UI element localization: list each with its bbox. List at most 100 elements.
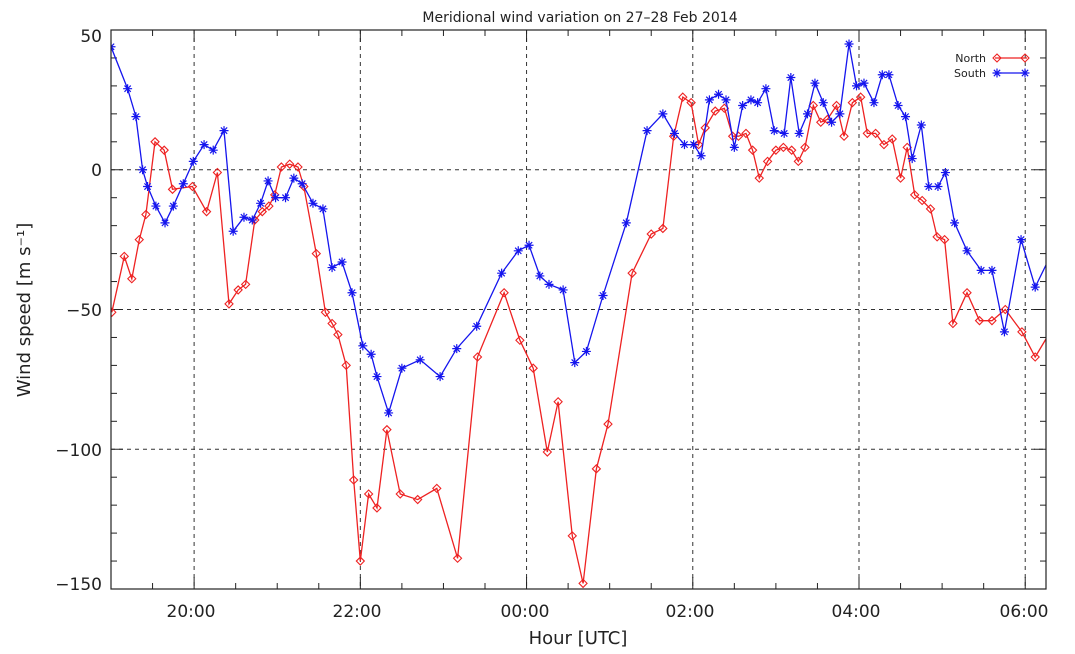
data-point-south (884, 70, 894, 80)
data-point-north (925, 204, 936, 214)
data-point-north (693, 139, 704, 150)
data-point-south (337, 257, 347, 267)
data-point-south (239, 212, 249, 222)
data-point-north (747, 145, 758, 155)
data-point-north (1017, 327, 1027, 337)
data-point-south (208, 145, 218, 155)
data-point-south (452, 344, 462, 354)
data-point-north (159, 145, 169, 155)
data-point-north (187, 181, 198, 192)
grid-lines (111, 30, 1046, 589)
data-point-south (372, 372, 382, 382)
x-tick-label-2000: 20:00 (167, 602, 216, 622)
data-point-north (134, 234, 145, 245)
data-point-north (264, 201, 274, 211)
data-point-south (704, 95, 714, 105)
data-point-north (348, 475, 359, 485)
data-point-north (603, 419, 613, 429)
data-point-south (658, 109, 668, 119)
data-point-north (786, 145, 797, 155)
data-point-south (598, 291, 608, 301)
y-tick-label-0: 0 (91, 161, 102, 181)
data-point-south (397, 363, 407, 373)
data-point-north (257, 206, 268, 217)
plot-frame (110, 29, 1047, 590)
data-point-south (714, 89, 724, 99)
data-point-south (281, 193, 291, 203)
data-point-south (472, 321, 482, 331)
data-point-north (658, 223, 668, 234)
data-point-north (320, 307, 331, 318)
data-point-north (224, 299, 234, 309)
data-point-south (844, 39, 854, 49)
legend-swatches (992, 53, 1030, 78)
data-point-south (219, 126, 229, 136)
legend-label-north: North (955, 52, 986, 65)
data-point-north (793, 156, 804, 167)
data-point-north (909, 190, 920, 200)
data-point-south (769, 126, 779, 136)
data-point-south (950, 218, 960, 228)
data-point-north (1071, 325, 1075, 333)
data-point-south (933, 182, 943, 192)
data-point-north (987, 315, 997, 326)
data-point-north (499, 287, 509, 298)
data-point-south (999, 327, 1009, 337)
data-point-south (669, 128, 679, 138)
data-point-south (289, 173, 299, 183)
data-point-south (178, 179, 188, 189)
data-point-south (779, 128, 789, 138)
data-point-north (678, 92, 688, 102)
data-point-north (372, 503, 382, 513)
data-point-north (141, 209, 151, 220)
data-point-south (358, 341, 368, 351)
data-point-south (1045, 255, 1046, 257)
x-tick-label-0600: 06:00 (1000, 602, 1049, 622)
data-point-north (293, 162, 303, 172)
data-point-south (621, 218, 631, 228)
data-point-south (901, 112, 911, 122)
data-point-north (240, 279, 251, 290)
x-tick-labels: 20:00 22:00 00:00 02:00 04:00 06:00 (167, 602, 1049, 622)
data-point-south (524, 240, 534, 250)
data-point-south (347, 288, 357, 298)
legend-label-south: South (954, 67, 986, 80)
data-series (111, 39, 1075, 589)
y-tick-labels: 50 0 −50 −100 −150 (55, 27, 102, 595)
y-tick-label-minus150: −150 (55, 575, 102, 595)
data-point-north (355, 556, 366, 566)
x-tick-label-0000: 00:00 (501, 602, 550, 622)
data-point-south (869, 98, 879, 108)
legend-marker-north (1020, 53, 1030, 63)
data-point-south (721, 95, 731, 105)
data-point-south (581, 346, 591, 356)
data-point-north (870, 128, 881, 139)
data-point-north (167, 184, 178, 195)
chart-title: Meridional wind variation on 27–28 Feb 2… (422, 10, 737, 26)
data-point-north (1060, 328, 1068, 336)
data-point-north (111, 307, 117, 318)
data-point-north (627, 268, 637, 278)
data-point-north (432, 483, 442, 494)
data-point-north (733, 131, 744, 141)
data-point-south (327, 263, 337, 273)
data-point-south (1016, 235, 1026, 245)
data-point-south (415, 355, 425, 365)
data-point-north (932, 232, 942, 242)
y-axis-label: Wind speed [m s⁻¹] (14, 223, 35, 397)
data-point-north (412, 494, 423, 505)
x-tick-label-0400: 04:00 (832, 602, 881, 622)
data-point-south (263, 176, 273, 186)
data-point-south (794, 128, 804, 138)
data-point-north (710, 106, 720, 116)
data-point-south (138, 165, 148, 175)
data-point-south (689, 140, 699, 150)
data-point-south (962, 246, 972, 256)
legend-marker-north (992, 53, 1002, 63)
data-point-south (916, 120, 926, 130)
data-point-north (778, 142, 789, 153)
data-point-south (642, 126, 652, 136)
data-point-south (761, 84, 771, 94)
data-point-south (544, 279, 554, 289)
data-point-north (233, 285, 243, 295)
